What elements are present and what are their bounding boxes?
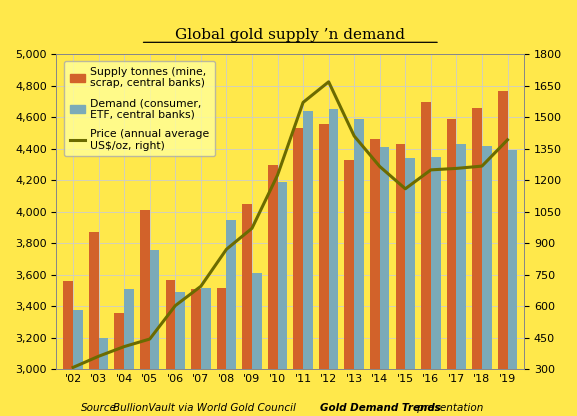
Bar <box>226 220 236 416</box>
Bar <box>278 182 287 416</box>
Bar <box>354 119 364 416</box>
Bar <box>370 139 380 416</box>
Bar <box>498 91 508 416</box>
Bar <box>482 146 492 416</box>
Bar <box>293 129 303 416</box>
Bar <box>140 210 150 416</box>
Text: Gold Demand Trends: Gold Demand Trends <box>320 403 441 413</box>
Bar <box>63 281 73 416</box>
Bar <box>166 280 175 416</box>
Bar <box>508 151 517 416</box>
Bar <box>405 158 415 416</box>
Bar <box>252 273 262 416</box>
Bar <box>201 287 211 416</box>
Bar <box>344 160 354 416</box>
Bar <box>329 109 338 416</box>
Bar <box>431 157 441 416</box>
Legend: Supply tonnes (mine,
scrap, central banks), Demand (consumer,
ETF, central banks: Supply tonnes (mine, scrap, central bank… <box>64 61 215 156</box>
Bar <box>380 147 389 416</box>
Bar <box>73 310 83 416</box>
Bar <box>217 287 226 416</box>
Bar <box>114 313 124 416</box>
Text: presentation: presentation <box>414 403 483 413</box>
Bar <box>319 124 329 416</box>
Bar <box>396 144 405 416</box>
Bar <box>447 119 456 416</box>
Bar <box>99 338 108 416</box>
Bar <box>456 144 466 416</box>
Bar <box>150 250 159 416</box>
Bar <box>303 111 313 416</box>
Bar <box>191 289 201 416</box>
Text: Global gold supply ’n demand: Global gold supply ’n demand <box>175 28 405 42</box>
Bar <box>268 165 278 416</box>
Bar <box>175 292 185 416</box>
Bar <box>472 108 482 416</box>
Bar <box>242 204 252 416</box>
Text: BullionVault via World Gold Council: BullionVault via World Gold Council <box>113 403 299 413</box>
Bar <box>124 289 134 416</box>
Bar <box>421 102 431 416</box>
Bar <box>89 233 99 416</box>
Text: Source:: Source: <box>81 403 120 413</box>
